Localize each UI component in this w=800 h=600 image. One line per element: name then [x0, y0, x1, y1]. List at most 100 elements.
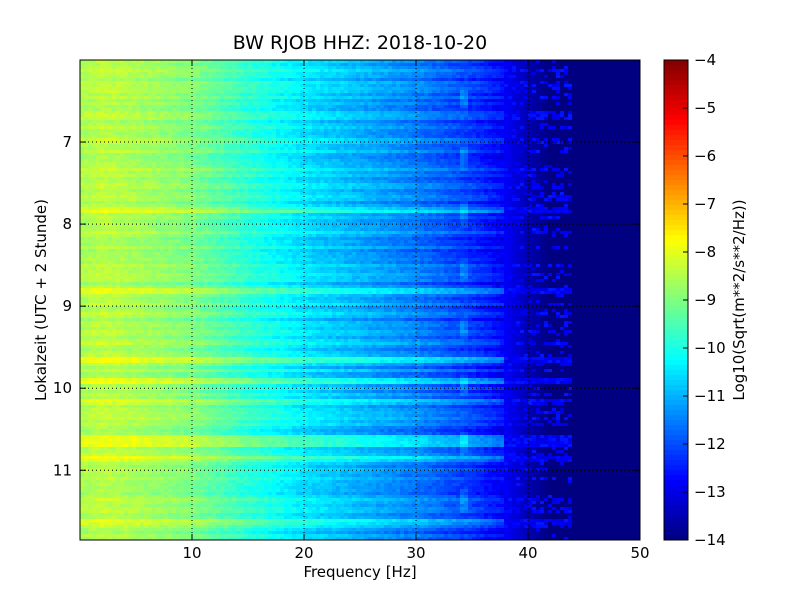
heatmap-cell: [492, 162, 497, 166]
heatmap-cell: [500, 162, 505, 166]
heatmap-cell: [592, 102, 597, 106]
heatmap-cell: [452, 90, 457, 94]
heatmap-cell: [200, 63, 205, 67]
heatmap-cell: [128, 66, 133, 70]
heatmap-cell: [560, 93, 565, 97]
heatmap-cell: [492, 87, 497, 91]
heatmap-cell: [312, 81, 317, 85]
heatmap-cell: [620, 72, 625, 76]
heatmap-cell: [420, 60, 425, 64]
heatmap-cell: [144, 72, 149, 76]
heatmap-cell: [556, 69, 561, 73]
heatmap-cell: [276, 66, 281, 70]
heatmap-cell: [200, 114, 205, 118]
heatmap-cell: [364, 117, 369, 121]
heatmap-cell: [100, 99, 105, 103]
heatmap-cell: [380, 162, 385, 166]
heatmap-cell: [376, 69, 381, 73]
heatmap-cell: [148, 93, 153, 97]
heatmap-cell: [164, 117, 169, 121]
heatmap-cell: [360, 99, 365, 103]
heatmap-cell: [256, 81, 261, 85]
heatmap-cell: [512, 63, 517, 67]
heatmap-cell: [548, 66, 553, 70]
heatmap-cell: [84, 81, 89, 85]
heatmap-cell: [140, 129, 145, 133]
heatmap-cell: [236, 102, 241, 106]
heatmap-cell: [568, 93, 573, 97]
heatmap-cell: [544, 87, 549, 91]
heatmap-cell: [608, 141, 613, 145]
heatmap-cell: [520, 90, 525, 94]
heatmap-cell: [584, 150, 589, 154]
heatmap-cell: [200, 126, 205, 130]
heatmap-cell: [576, 93, 581, 97]
heatmap-cell: [200, 165, 205, 169]
heatmap-cell: [508, 96, 513, 100]
heatmap-cell: [500, 156, 505, 160]
heatmap-cell: [88, 141, 93, 145]
heatmap-cell: [112, 69, 117, 73]
heatmap-cell: [476, 111, 481, 115]
heatmap-cell: [280, 90, 285, 94]
heatmap-cell: [136, 135, 141, 139]
heatmap-cell: [424, 108, 429, 112]
heatmap-cell: [508, 147, 513, 151]
heatmap-cell: [556, 159, 561, 163]
heatmap-cell: [460, 126, 465, 130]
heatmap-cell: [372, 96, 377, 100]
heatmap-cell: [568, 84, 573, 88]
heatmap-cell: [636, 156, 641, 160]
heatmap-cell: [176, 141, 181, 145]
heatmap-cell: [408, 96, 413, 100]
heatmap-cell: [144, 159, 149, 163]
heatmap-cell: [452, 102, 457, 106]
heatmap-cell: [476, 84, 481, 88]
heatmap-cell: [544, 138, 549, 142]
heatmap-cell: [524, 102, 529, 106]
heatmap-cell: [376, 117, 381, 121]
heatmap-cell: [492, 135, 497, 139]
heatmap-cell: [380, 87, 385, 91]
heatmap-cell: [80, 120, 85, 124]
heatmap-cell: [300, 141, 305, 145]
heatmap-cell: [80, 165, 85, 169]
heatmap-cell: [92, 156, 97, 160]
heatmap-cell: [368, 117, 373, 121]
heatmap-cell: [556, 129, 561, 133]
heatmap-cell: [416, 162, 421, 166]
heatmap-cell: [404, 135, 409, 139]
heatmap-cell: [388, 99, 393, 103]
heatmap-cell: [180, 114, 185, 118]
heatmap-cell: [484, 162, 489, 166]
heatmap-cell: [492, 96, 497, 100]
heatmap-cell: [524, 72, 529, 76]
heatmap-cell: [520, 117, 525, 121]
heatmap-cell: [612, 102, 617, 106]
heatmap-cell: [616, 153, 621, 157]
heatmap-cell: [164, 60, 169, 64]
heatmap-cell: [212, 150, 217, 154]
heatmap-cell: [472, 162, 477, 166]
heatmap-cell: [324, 108, 329, 112]
heatmap-cell: [88, 66, 93, 70]
heatmap-cell: [400, 147, 405, 151]
heatmap-cell: [384, 108, 389, 112]
heatmap-cell: [116, 84, 121, 88]
heatmap-cell: [456, 132, 461, 136]
heatmap-cell: [596, 114, 601, 118]
heatmap-cell: [396, 81, 401, 85]
heatmap-cell: [424, 117, 429, 121]
heatmap-cell: [332, 63, 337, 67]
heatmap-cell: [92, 63, 97, 67]
heatmap-cell: [608, 150, 613, 154]
heatmap-cell: [312, 90, 317, 94]
heatmap-cell: [428, 66, 433, 70]
heatmap-cell: [560, 117, 565, 121]
heatmap-cell: [324, 147, 329, 151]
heatmap-cell: [520, 156, 525, 160]
heatmap-cell: [560, 144, 565, 148]
heatmap-cell: [336, 75, 341, 79]
heatmap-cell: [240, 84, 245, 88]
heatmap-cell: [328, 156, 333, 160]
